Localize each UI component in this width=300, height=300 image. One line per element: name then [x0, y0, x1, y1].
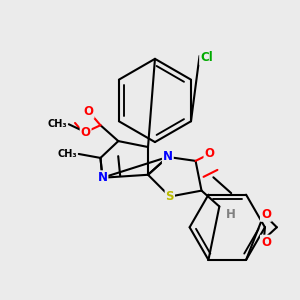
Text: H: H	[226, 208, 236, 221]
Text: CH₃: CH₃	[48, 119, 67, 129]
Text: O: O	[261, 236, 271, 249]
Text: O: O	[261, 208, 271, 221]
Text: O: O	[81, 126, 91, 139]
Text: N: N	[163, 150, 173, 164]
Text: Cl: Cl	[200, 51, 213, 64]
Text: O: O	[204, 148, 214, 160]
Text: CH₃: CH₃	[58, 149, 77, 159]
Text: O: O	[84, 105, 94, 118]
Text: N: N	[98, 171, 107, 184]
Text: S: S	[166, 190, 174, 203]
